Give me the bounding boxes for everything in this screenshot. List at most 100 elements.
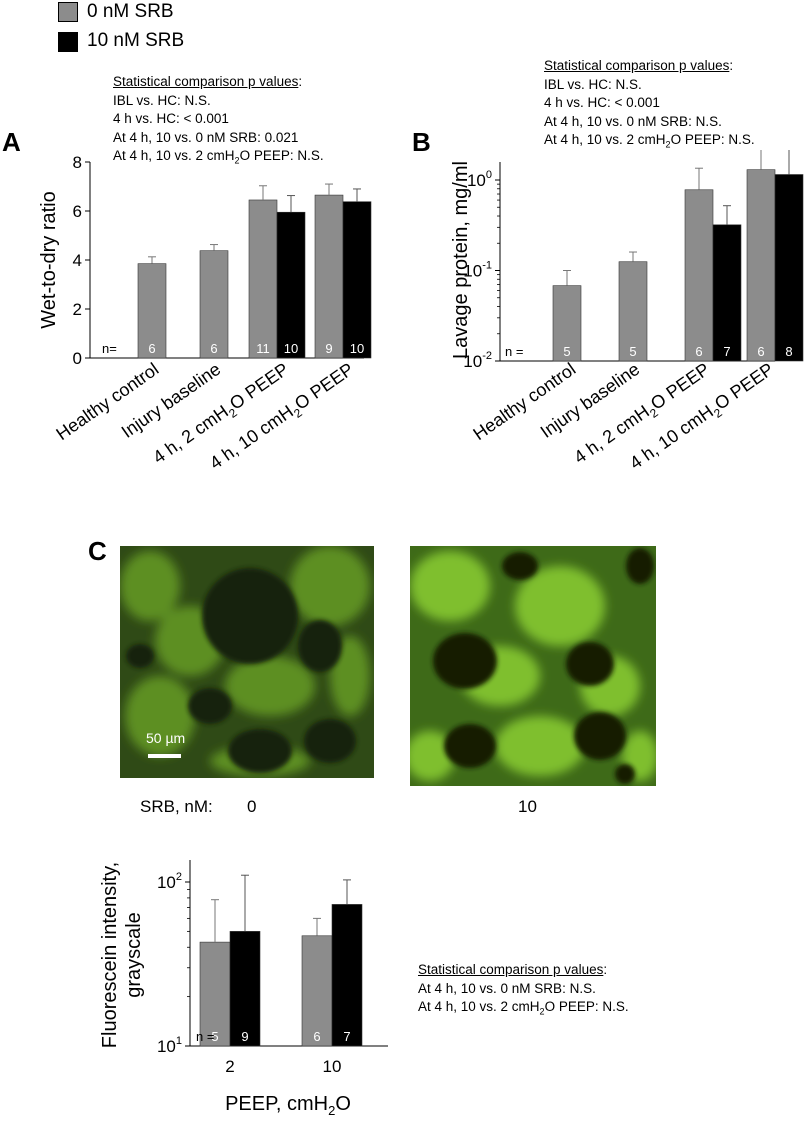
n-prefix-label: n= (102, 341, 117, 356)
stats-a-title-colon: : (298, 74, 303, 89)
n-count-label: 5 (211, 1029, 218, 1044)
bar-10nm (229, 931, 261, 1047)
y-tick-label: 4 (73, 251, 82, 270)
legend-label-10nm: 10 nM SRB (87, 30, 185, 51)
n-count-label: 6 (757, 344, 764, 359)
stats-a-title: Statistical comparison p values (113, 74, 299, 89)
micrograph-10nm-image (410, 546, 656, 786)
x-tick-label: 2 (225, 1057, 234, 1076)
stats-a-line: At 4 h, 10 vs. 0 nM SRB: 0.021 (113, 129, 299, 145)
stats-panel-a: Statistical comparison p values: IBL vs.… (113, 73, 324, 170)
category-label: Healthy control (52, 359, 162, 444)
stats-b-line4-sub: 2 (665, 139, 671, 150)
y-tick-label: 10-1 (463, 260, 492, 281)
stats-c-title-colon: : (603, 962, 608, 977)
srb-row-label: SRB, nM: (140, 797, 213, 816)
y-tick-label: 0 (73, 349, 82, 368)
n-count-label: 7 (343, 1029, 350, 1044)
stats-c-line: At 4 h, 10 vs. 2 cmH2O PEEP: N.S. (418, 998, 629, 1021)
bar-0nm (314, 194, 344, 359)
stats-c-title: Statistical comparison p values (418, 962, 604, 977)
legend-swatch-10nm (58, 32, 78, 52)
micrograph-0nm-srb: 50 µm (120, 546, 374, 778)
stats-panel-c: Statistical comparison p values: At 4 h,… (418, 961, 629, 1021)
n-count-label: 9 (325, 341, 332, 356)
n-prefix-label: n = (505, 344, 523, 359)
stats-a-line: IBL vs. HC: N.S. (113, 92, 211, 108)
stats-b-title: Statistical comparison p values (544, 58, 730, 73)
n-count-label: 7 (723, 344, 730, 359)
stats-a-line4-suffix: O PEEP: N.S. (239, 148, 324, 163)
stats-panel-b: Statistical comparison p values: IBL vs.… (544, 57, 755, 154)
n-count-label: 6 (313, 1029, 320, 1044)
stats-c-line2-prefix: At 4 h, 10 vs. 2 cmH (418, 999, 540, 1014)
n-count-label: 8 (785, 344, 792, 359)
stats-a-line4-prefix: At 4 h, 10 vs. 2 cmH (113, 148, 235, 163)
stats-b-line: IBL vs. HC: N.S. (544, 76, 642, 92)
stats-a-line: 4 h vs. HC: < 0.001 (113, 111, 229, 126)
stats-b-line: At 4 h, 10 vs. 2 cmH2O PEEP: N.S. (544, 131, 755, 154)
stats-b-line: 4 h vs. HC: < 0.001 (544, 95, 660, 110)
bar-0nm (301, 935, 333, 1047)
legend-swatch-0nm (58, 2, 78, 22)
y-axis-label-line1: Fluorescein intensity, (99, 862, 121, 1048)
legend-label-0nm: 0 nM SRB (87, 1, 174, 22)
bar-0nm (618, 261, 648, 362)
bar-0nm (199, 941, 231, 1047)
srb-label-10: 10 (518, 797, 537, 816)
chart-b-lavage-protein: 10-2 10-1 100 5 5 6 7 6 8 n = Lavage protein, mg/m… (450, 150, 804, 473)
y-axis-label: Wet-to-dry ratio (38, 191, 60, 328)
stats-a-line: At 4 h, 10 vs. 2 cmH2O PEEP: N.S. (113, 147, 324, 170)
micrograph-0nm-image (120, 546, 374, 778)
bar-10nm (342, 201, 372, 359)
chart-a-wet-to-dry: 0 2 4 6 8 6 6 11 10 9 10 n= Wet-to-dry ratio Healthy … (38, 153, 372, 473)
bar-0nm (746, 169, 776, 362)
x-axis-label: PEEP, cmH2O (225, 1093, 351, 1118)
bar-10nm (276, 211, 306, 359)
stats-b-line4-prefix: At 4 h, 10 vs. 2 cmH (544, 132, 666, 147)
n-prefix-label: n = (196, 1029, 214, 1044)
bar-10nm (774, 174, 804, 362)
y-axis-label-line2: grayscale (123, 912, 145, 998)
panel-letter-a: A (2, 127, 21, 157)
y-tick-label: 101 (157, 1035, 182, 1056)
y-tick-label: 8 (73, 153, 82, 172)
y-axis-label: Lavage protein, mg/ml (450, 161, 472, 359)
y-tick-label: 10-2 (463, 350, 492, 371)
bar-0nm (199, 250, 229, 359)
n-count-label: 5 (563, 344, 570, 359)
panel-letter-c: C (88, 536, 107, 566)
stats-a-line4-sub: 2 (234, 155, 240, 166)
y-tick-label: 2 (73, 300, 82, 319)
bar-10nm (331, 904, 363, 1047)
bar-0nm (248, 199, 278, 359)
stats-b-line: At 4 h, 10 vs. 0 nM SRB: N.S. (544, 113, 722, 129)
stats-c-line2-suffix: O PEEP: N.S. (544, 999, 629, 1014)
y-tick-label: 6 (73, 202, 82, 221)
srb-label-0: 0 (247, 797, 257, 816)
bar-0nm (684, 189, 714, 362)
stats-c-line: At 4 h, 10 vs. 0 nM SRB: N.S. (418, 980, 596, 996)
n-count-label: 5 (629, 344, 636, 359)
scale-bar-label: 50 µm (146, 730, 186, 746)
x-tick-label: 10 (323, 1057, 342, 1076)
micrograph-10nm-srb (410, 546, 656, 786)
bar-10nm (712, 224, 742, 362)
n-count-label: 9 (241, 1029, 248, 1044)
n-count-label: 10 (284, 341, 298, 356)
n-count-label: 10 (350, 341, 364, 356)
panel-letter-b: B (412, 127, 431, 157)
stats-b-line4-suffix: O PEEP: N.S. (670, 132, 755, 147)
n-count-label: 6 (148, 341, 155, 356)
stats-c-line2-sub: 2 (539, 1006, 545, 1017)
y-tick-label: 102 (157, 871, 182, 892)
n-count-label: 6 (695, 344, 702, 359)
n-count-label: 11 (256, 341, 270, 356)
bar-0nm (552, 285, 582, 362)
stats-b-title-colon: : (729, 58, 734, 73)
n-count-label: 6 (210, 341, 217, 356)
bar-0nm (137, 263, 167, 359)
y-tick-label: 100 (467, 169, 492, 190)
scale-bar (148, 754, 181, 758)
